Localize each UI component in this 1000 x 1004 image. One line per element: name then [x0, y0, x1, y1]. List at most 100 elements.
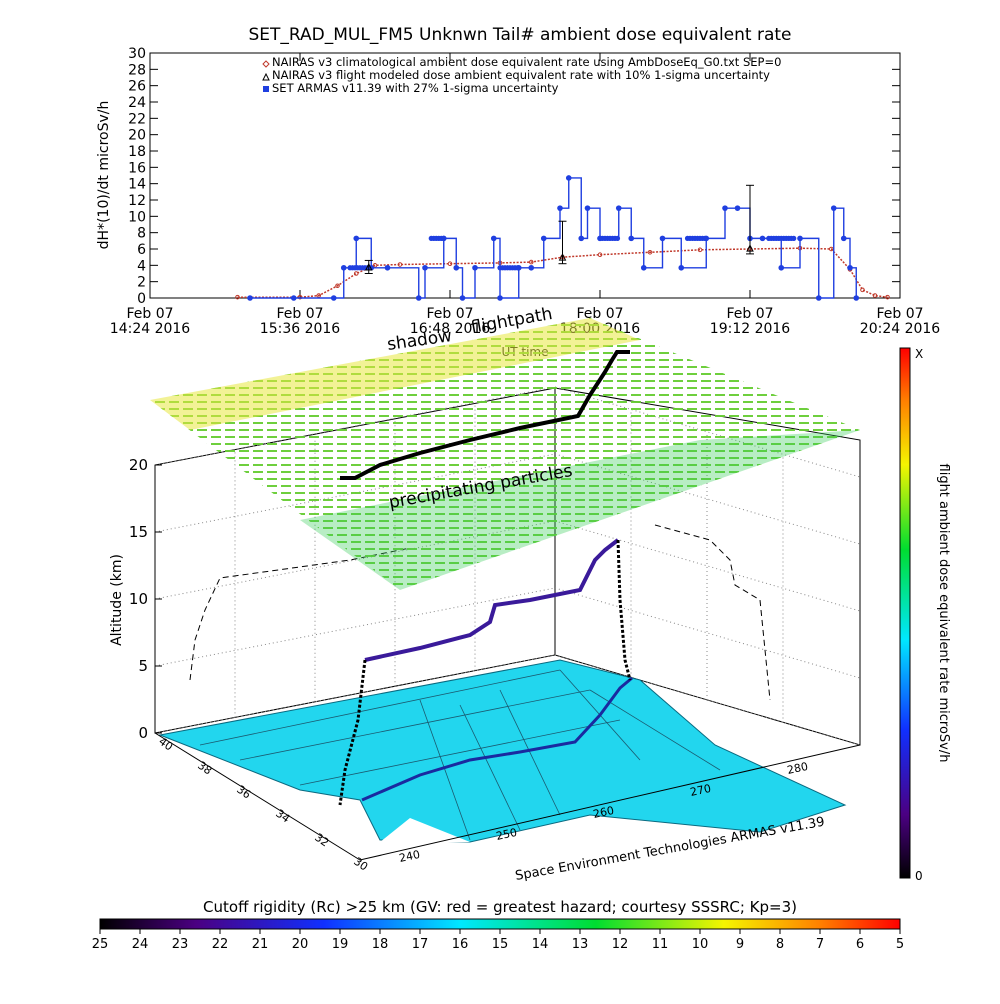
right-colorbar-top-label: X	[915, 347, 923, 361]
series-climatological-point	[235, 294, 240, 300]
latitude-tick-label: 38	[195, 759, 214, 778]
bottom-colorbar-tick-label: 12	[612, 937, 629, 952]
series-armas-point	[497, 295, 503, 301]
y-tick-label: 16	[128, 160, 146, 176]
series-armas-point	[340, 264, 347, 271]
bottom-colorbar-tick-label: 10	[692, 937, 709, 952]
series-armas-point	[578, 235, 585, 242]
series-armas-point	[840, 235, 847, 242]
bottom-colorbar-tick-label: 7	[816, 937, 824, 952]
bottom-colorbar-tick-label: 8	[776, 937, 784, 952]
series-modeled-point	[364, 262, 373, 271]
series-armas-point	[678, 264, 685, 271]
flightpath-upper	[340, 350, 630, 480]
top-chart-title: SET_RAD_MUL_FM5 Unknwn Tail# ambient dos…	[249, 25, 792, 45]
series-armas-point	[514, 265, 521, 271]
series-climatological-point	[528, 259, 534, 265]
bottom-colorbar-tick-label: 22	[212, 937, 229, 952]
altitude-tick-label: 20	[129, 456, 148, 474]
map-border-line	[499, 689, 561, 816]
series-armas-point	[247, 295, 253, 301]
bottom-colorbar-tick-label: 14	[532, 937, 549, 952]
bottom-colorbar-tick-label: 16	[452, 937, 469, 952]
bottom-colorbar-tick-label: 6	[856, 937, 864, 952]
y-tick-label: 24	[128, 95, 146, 111]
y-tick-label: 2	[137, 275, 146, 291]
map-border-line	[239, 689, 591, 761]
longitude-tick-label: 270	[689, 782, 712, 799]
series-armas-point	[459, 295, 466, 301]
y-tick-label: 30	[128, 46, 146, 62]
y-tick-label: 22	[128, 111, 146, 127]
legend-marker-triangle	[262, 72, 270, 81]
legend-label: NAIRAS v3 climatological ambient dose eq…	[272, 55, 781, 69]
x-tick-label-date: Feb 07	[126, 306, 173, 322]
x-tick-label-date: Feb 07	[726, 306, 773, 322]
series-armas-point	[415, 295, 422, 301]
altitude-tick-label: 0	[138, 724, 148, 742]
series-armas-point	[353, 235, 360, 242]
series-armas-point	[722, 205, 728, 211]
series-climatological-point	[447, 261, 453, 267]
flightpath-mid	[364, 538, 620, 662]
bottom-colorbar-title: Cutoff rigidity (Rc) >25 km (GV: red = g…	[203, 898, 797, 916]
altitude-tick-label: 5	[138, 657, 148, 675]
flightpath-descent	[616, 539, 632, 681]
series-armas-point	[614, 235, 621, 241]
series-climatological-point	[860, 287, 865, 293]
series-armas-point	[628, 235, 635, 242]
top-y-axis-label: dH*(10)/dt microSv/h	[96, 101, 112, 250]
bottom-colorbar-tick-label: 21	[252, 937, 269, 952]
map-border-line	[419, 699, 471, 841]
map-border-line	[299, 719, 621, 786]
series-armas-point	[584, 205, 591, 211]
latitude-tick-label: 30	[351, 855, 370, 874]
series-climatological-point	[397, 262, 403, 267]
legend-label: NAIRAS v3 flight modeled dose ambient eq…	[272, 68, 770, 82]
altitude-axis-label: Altitude (km)	[109, 554, 125, 646]
latitude-tick-label: 34	[273, 807, 292, 826]
bottom-colorbar-tick-label: 13	[572, 937, 589, 952]
series-armas-point	[797, 235, 803, 242]
altitude-axis: 0 5 10 15 20	[129, 456, 162, 742]
wall-grid	[154, 386, 861, 746]
series-armas-point	[557, 205, 563, 211]
latitude-tick-label: 32	[312, 831, 331, 850]
series-armas-point	[640, 264, 647, 271]
series-armas-point	[830, 205, 837, 211]
series-armas-point	[759, 235, 766, 242]
particle-layer-tint-yellow	[150, 318, 640, 430]
series-armas-line	[250, 177, 857, 299]
series-armas-point	[441, 235, 447, 241]
y-tick-label: 6	[137, 242, 146, 258]
series-armas-point	[422, 264, 428, 271]
bottom-colorbar-tick-label: 5	[896, 937, 904, 952]
series-armas-point	[565, 175, 572, 181]
right-colorbar-axis-label: flight ambient dose equivalent rate micr…	[936, 464, 951, 763]
series-modeled-point	[558, 253, 567, 261]
series-climatological-point	[597, 252, 603, 258]
bottom-colorbar-tick-label: 24	[132, 937, 149, 952]
latitude-tick-label: 36	[234, 783, 253, 802]
longitude-tick-label: 250	[495, 826, 518, 843]
caption-ase: Space Environment Technologies ARMAS v11…	[514, 815, 826, 884]
y-tick-label: 10	[128, 209, 146, 225]
series-armas-point	[815, 295, 822, 301]
series-armas-point	[472, 264, 478, 271]
flightpath-ascent	[338, 659, 367, 806]
x-tick-label-time: 19:12 2016	[710, 321, 791, 337]
bottom-colorbar-tick-label: 15	[492, 937, 509, 952]
altitude-tick-label: 10	[129, 590, 148, 608]
bottom-colorbar-tick-label: 20	[292, 937, 309, 952]
series-armas-point	[453, 264, 460, 271]
bottom-colorbar-tick-label: 17	[412, 937, 429, 952]
bottom-colorbar-tick-label: 19	[332, 937, 349, 952]
bottom-colorbar-ticks: 25 24 23 22 21 20 19 18 17 16 15 14 13 12 11 10 9 8 7 6 5	[92, 929, 904, 952]
series-climatological-point	[647, 249, 653, 255]
x-tick-label-time: 20:24 2016	[860, 321, 941, 337]
